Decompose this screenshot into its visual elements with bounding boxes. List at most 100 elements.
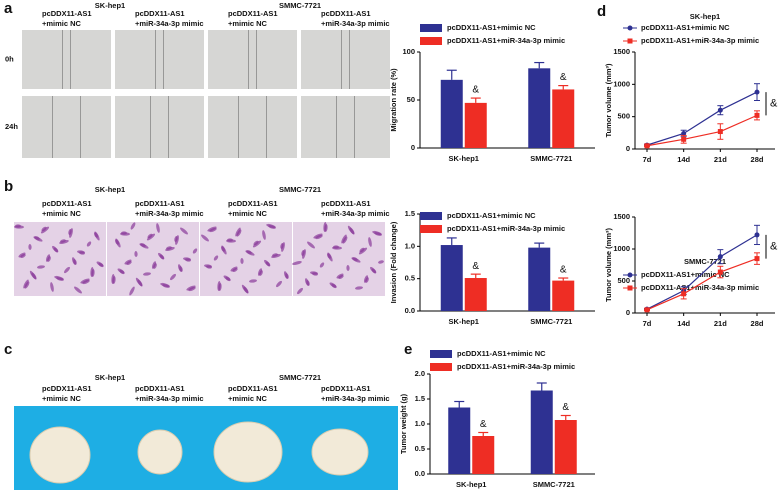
cell (296, 287, 304, 295)
cell (315, 234, 323, 240)
legend-label: pcDDX11-AS1+miR-34a-3p mimic (457, 362, 575, 371)
cell (206, 265, 212, 269)
cell (112, 276, 116, 284)
legend-marker (627, 38, 633, 44)
cell (378, 260, 384, 264)
legend-swatch (420, 37, 442, 45)
group-label: +miR-34a-3p mimic (321, 19, 390, 28)
point (754, 112, 760, 118)
wound-image (22, 30, 111, 89)
group-label: +mimic NC (228, 394, 268, 403)
cell (37, 265, 45, 269)
legend-label: pcDDX11-AS1+mimic NC (447, 211, 536, 220)
cell (218, 283, 222, 291)
legend-label: pcDDX11-AS1+mimic NC (457, 349, 546, 358)
cell (225, 276, 231, 282)
cell (91, 269, 95, 277)
cell-line-label: SMMC-7721 (279, 373, 321, 382)
legend-label: pcDDX11-AS1+miR-34a-3p mimic (447, 36, 565, 45)
cell (119, 269, 125, 275)
y-tick-label: 0.0 (405, 306, 415, 315)
group-label: pcDDX11-AS1 (42, 199, 92, 208)
cell (47, 256, 51, 262)
line (646, 234, 758, 310)
wound-image (22, 96, 111, 158)
cell (306, 280, 310, 286)
group-label: pcDDX11-AS1 (228, 9, 278, 18)
cell (221, 245, 227, 255)
cell (175, 235, 179, 245)
cell (33, 236, 43, 242)
x-tick-label: 7d (643, 155, 652, 164)
panel-letter: c (4, 341, 12, 358)
cell-line-label: SMMC-7721 (279, 185, 321, 194)
cell (346, 265, 350, 271)
legend-swatch (430, 350, 452, 358)
y-tick-label: 50 (407, 95, 415, 104)
cell (332, 246, 342, 250)
y-tick-label: 500 (617, 112, 630, 121)
group-label: +mimic NC (228, 209, 268, 218)
cell (20, 253, 26, 259)
legend-label: pcDDX11-AS1+mimic NC (447, 23, 536, 32)
cell (120, 232, 130, 236)
line (646, 114, 758, 147)
cell (185, 258, 191, 262)
point (754, 232, 760, 238)
point (681, 130, 687, 136)
cell (324, 224, 328, 232)
legend-label: pcDDX11-AS1+mimic NC (641, 23, 730, 32)
cell (59, 240, 69, 244)
cell (275, 280, 283, 288)
cell (302, 249, 306, 259)
cell-line-label: SK-hep1 (95, 185, 125, 194)
cell (24, 281, 30, 289)
annotation: & (562, 402, 569, 413)
legend-swatch (420, 225, 442, 233)
cell (74, 286, 82, 294)
bar (552, 89, 575, 148)
cell (368, 237, 372, 247)
bar (554, 420, 577, 474)
cell (169, 273, 177, 281)
x-tick-label: 14d (677, 319, 690, 328)
group-label: pcDDX11-AS1 (228, 384, 278, 393)
legend-marker (627, 285, 633, 291)
y-tick-label: 100 (402, 47, 415, 56)
legend-label: pcDDX11-AS1+mimic NC (641, 270, 730, 279)
annotation: & (770, 98, 778, 110)
y-tick-label: 0 (411, 143, 415, 152)
bar (530, 390, 553, 474)
cell (73, 259, 77, 265)
annotation: & (472, 85, 479, 96)
line (646, 91, 758, 146)
cell (349, 227, 355, 235)
group-label: pcDDX11-AS1 (42, 9, 92, 18)
point (717, 129, 723, 135)
y-tick-label: 500 (617, 276, 630, 285)
cell (259, 270, 263, 276)
cell (179, 266, 183, 272)
time-label: 24h (5, 122, 18, 131)
panel-letter: b (4, 178, 13, 195)
annotation: & (560, 72, 567, 83)
group-label: +miR-34a-3p mimic (135, 19, 204, 28)
cell (351, 257, 361, 263)
wound-image (301, 30, 390, 89)
legend-marker (627, 25, 633, 31)
y-tick-label: 2.0 (415, 369, 425, 378)
wound-image (208, 30, 297, 89)
cell (192, 248, 198, 254)
group-label: pcDDX11-AS1 (135, 384, 185, 393)
x-tick-label: SK-hep1 (449, 154, 479, 163)
group-label: +miR-34a-3p mimic (321, 209, 390, 218)
y-tick-label: 0.0 (415, 469, 425, 478)
cell (56, 277, 64, 281)
chart-title: SK-hep1 (690, 12, 720, 21)
cell (201, 234, 209, 242)
cell (327, 252, 333, 262)
cell (265, 261, 271, 267)
x-tick-label: 28d (751, 319, 764, 328)
cell (249, 279, 257, 283)
cell-line-label: SK-hep1 (95, 373, 125, 382)
